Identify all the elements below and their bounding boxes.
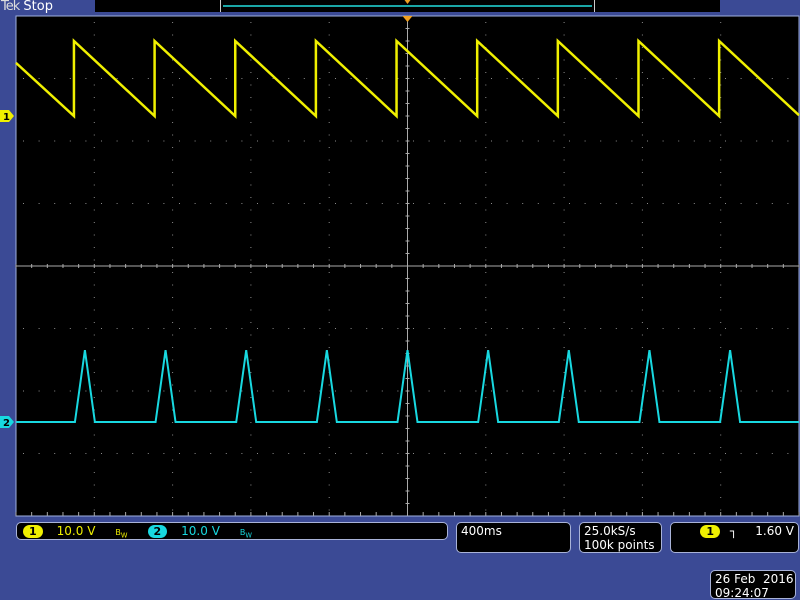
horizontal-scale-box[interactable]: 400ms	[456, 522, 571, 553]
date: 26 Feb 2016	[715, 572, 794, 586]
ch1-ground-marker	[0, 110, 14, 122]
ch1-waveform	[15, 38, 800, 119]
record-length: 100k points	[584, 538, 655, 552]
acquisition-status: Stop	[23, 0, 53, 14]
ch1-scale: 10.0 V	[56, 524, 96, 538]
trigger-source-badge: 1	[700, 525, 721, 538]
ch2-marker-label: 2	[3, 418, 10, 429]
waveform-display: 12	[0, 0, 800, 517]
brand-logo: Tek	[1, 0, 20, 14]
record-view-window[interactable]	[220, 0, 595, 12]
ch2-badge[interactable]: 2	[147, 525, 168, 538]
channel-settings-bar[interactable]: 1 10.0 V BW 2 10.0 V BW	[16, 522, 448, 540]
acquisition-box[interactable]: 25.0kS/s 100k points	[579, 522, 662, 553]
ch2-scale: 10.0 V	[181, 524, 220, 538]
record-view-bar	[95, 0, 720, 12]
sample-rate: 25.0kS/s	[584, 524, 636, 538]
ch1-marker-label: 1	[3, 112, 10, 123]
trigger-box[interactable]: 1 ┐ 1.60 V	[670, 522, 799, 553]
ch1-badge[interactable]: 1	[23, 525, 43, 538]
rising-edge-icon: ┐	[730, 524, 738, 538]
bandwidth-limit-icon: BW	[239, 528, 252, 540]
trigger-level: 1.60 V	[755, 524, 794, 538]
time: 09:24:07	[715, 586, 769, 600]
record-trigger-marker	[404, 0, 411, 4]
horizontal-scale: 400ms	[461, 524, 502, 538]
bandwidth-limit-icon: BW	[115, 528, 128, 540]
datetime-box: 26 Feb 2016 09:24:07	[710, 570, 796, 600]
ch2-waveform	[16, 349, 799, 423]
trigger-position-marker	[402, 16, 413, 22]
ch2-ground-marker	[0, 416, 14, 428]
status-title: Tek Stop	[1, 0, 53, 14]
